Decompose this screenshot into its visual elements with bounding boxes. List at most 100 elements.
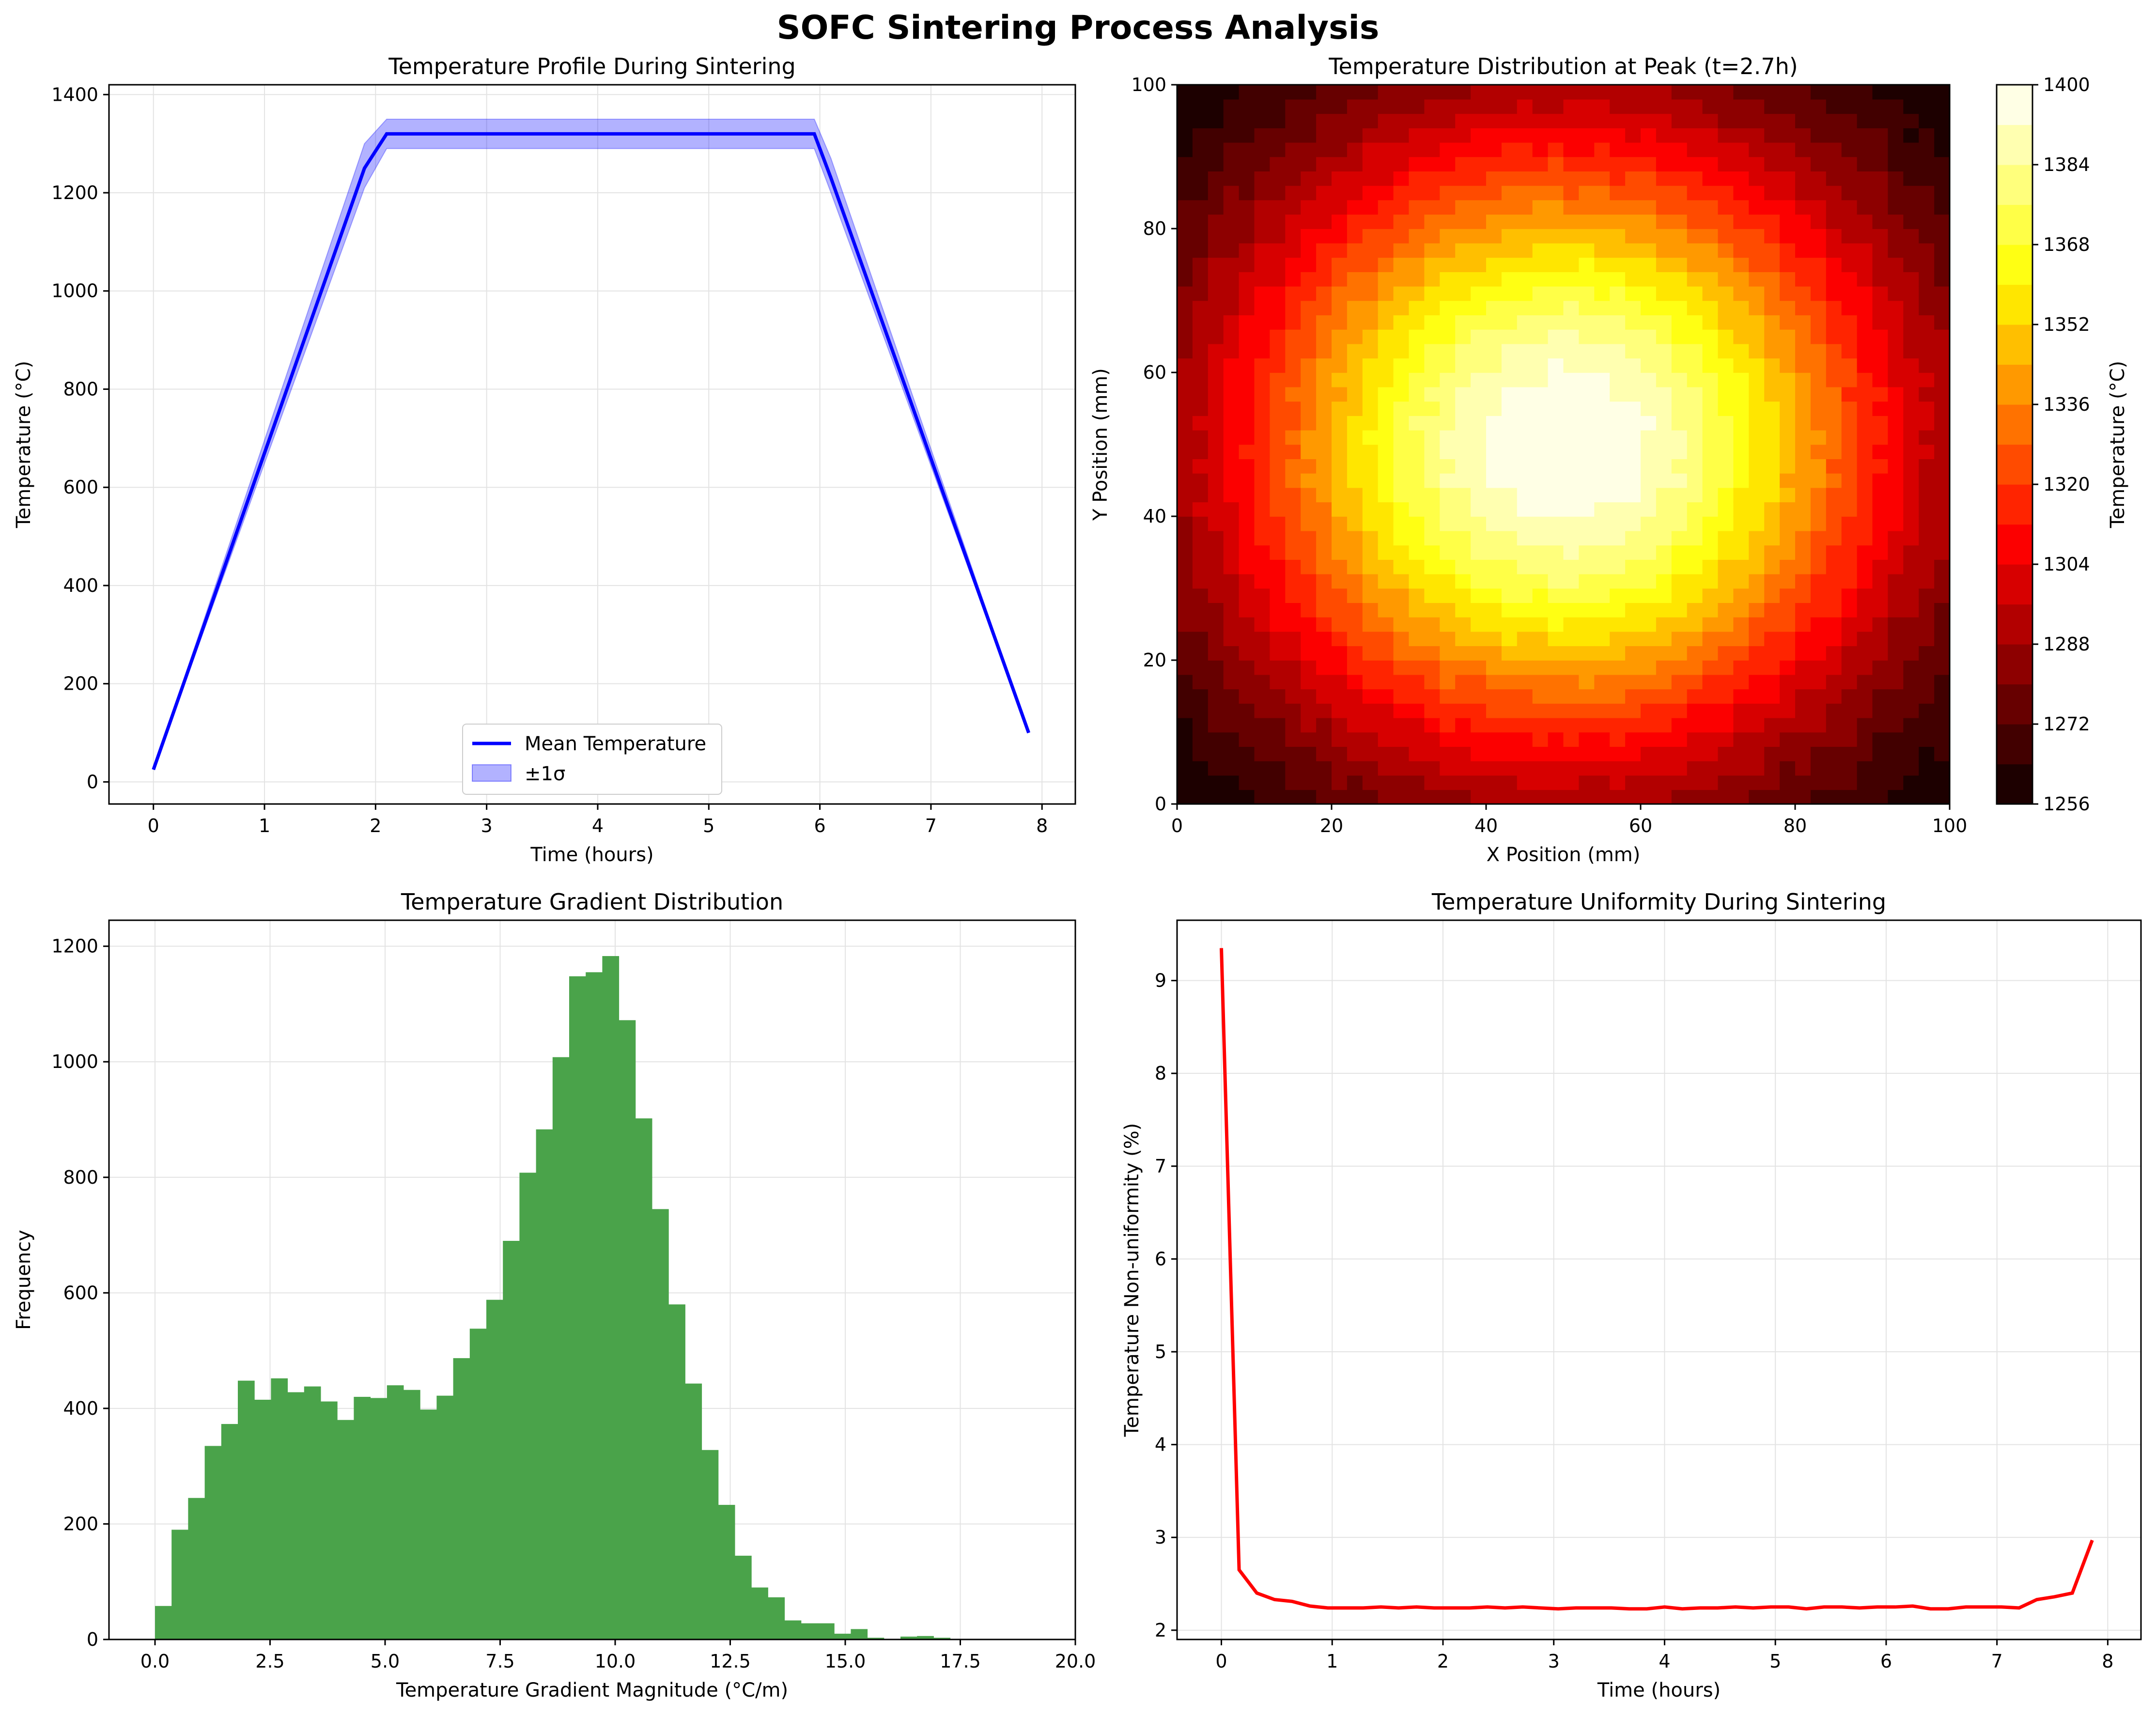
heatmap-cell (1857, 372, 1873, 387)
heatmap-cell (1301, 459, 1317, 474)
heatmap-cell (1934, 617, 1950, 632)
heatmap-cell (1177, 689, 1193, 704)
heatmap-cell (1393, 732, 1410, 747)
heatmap-cell (1780, 530, 1796, 546)
heatmap-cell (1362, 789, 1379, 804)
heatmap-cell (1270, 674, 1286, 690)
heatmap-cell (1795, 315, 1811, 330)
heatmap-cell (1301, 617, 1317, 632)
heatmap-cell (1347, 660, 1363, 675)
heatmap-cell (1810, 142, 1827, 157)
heatmap-cell (1919, 660, 1935, 675)
heatmap-cell (1254, 329, 1271, 344)
heatmap-cell (1239, 775, 1255, 790)
heatmap-cell (1718, 631, 1734, 647)
heatmap-cell (1610, 617, 1626, 632)
heatmap-cell (1749, 516, 1765, 531)
heatmap-cell (1378, 660, 1394, 675)
heatmap-cell (1192, 545, 1209, 560)
heatmap-cell (1579, 430, 1595, 445)
y-tick-label: 1400 (51, 84, 98, 105)
heatmap-cell (1378, 703, 1394, 718)
heatmap-cell (1641, 386, 1657, 402)
heatmap-cell (1934, 416, 1950, 431)
heatmap-cell (1332, 603, 1348, 618)
heatmap-cell (1826, 200, 1842, 215)
heatmap-cell (1332, 343, 1348, 359)
heatmap-cell (1579, 760, 1595, 776)
heatmap-cell (1409, 171, 1425, 186)
heatmap-cell (1301, 300, 1317, 315)
heatmap-cell (1177, 286, 1193, 301)
heatmap-cell (1486, 386, 1502, 402)
heatmap-cell (1223, 603, 1240, 618)
heatmap-cell (1548, 343, 1564, 359)
heatmap-cell (1532, 257, 1549, 272)
colorbar-segment (1997, 85, 2032, 125)
heatmap-cell (1455, 617, 1471, 632)
heatmap-cell (1764, 229, 1780, 244)
heatmap-cell (1841, 272, 1858, 287)
heatmap-cell (1780, 128, 1796, 143)
heatmap-cell (1641, 717, 1657, 733)
heatmap-cell (1625, 689, 1641, 704)
heatmap-cell (1656, 171, 1672, 186)
heatmap-cell (1347, 717, 1363, 733)
heatmap-cell (1393, 703, 1410, 718)
heatmap-cell (1517, 99, 1533, 114)
heatmap-cell (1671, 674, 1688, 690)
heatmap-cell (1285, 789, 1301, 804)
heatmap-cell (1872, 156, 1889, 171)
heatmap-cell (1192, 300, 1209, 315)
heatmap-cell (1177, 444, 1193, 459)
heatmap-cell (1795, 545, 1811, 560)
heatmap-cell (1687, 257, 1703, 272)
heatmap-cell (1810, 617, 1827, 632)
heatmap-cell (1919, 128, 1935, 143)
heatmap-cell (1810, 646, 1827, 661)
heatmap-cell (1718, 272, 1734, 287)
heatmap-cell (1764, 315, 1780, 330)
heatmap-cell (1841, 85, 1858, 100)
heatmap-cell (1440, 689, 1456, 704)
heatmap-cell (1594, 760, 1610, 776)
heatmap-cell (1780, 717, 1796, 733)
heatmap-cell (1378, 142, 1394, 157)
heatmap-cell (1393, 142, 1410, 157)
heatmap-cell (1239, 214, 1255, 229)
heatmap-cell (1610, 401, 1626, 416)
heatmap-cell (1301, 343, 1317, 359)
heatmap-cell (1671, 789, 1688, 804)
heatmap-cell (1239, 128, 1255, 143)
heatmap-cell (1579, 444, 1595, 459)
heatmap-cell (1702, 660, 1719, 675)
heatmap-cell (1687, 85, 1703, 100)
heatmap-cell (1702, 272, 1719, 287)
heatmap-cell (1517, 113, 1533, 128)
heatmap-cell (1362, 300, 1379, 315)
heatmap-cell (1517, 229, 1533, 244)
heatmap-cell (1347, 789, 1363, 804)
heatmap-cell (1223, 631, 1240, 647)
histogram-bar (586, 972, 603, 1639)
heatmap-cell (1888, 530, 1904, 546)
heatmap-cell (1625, 329, 1641, 344)
heatmap-cell (1254, 487, 1271, 503)
heatmap-cell (1285, 156, 1301, 171)
heatmap-cell (1656, 631, 1672, 647)
colorbar-tick-label: 1304 (2043, 554, 2090, 575)
heatmap-cell (1610, 372, 1626, 387)
heatmap-cell (1687, 243, 1703, 258)
heatmap-cell (1872, 243, 1889, 258)
heatmap-cell (1177, 473, 1193, 488)
heatmap-cell (1393, 631, 1410, 647)
heatmap-cell (1702, 243, 1719, 258)
heatmap-cell (1548, 243, 1564, 258)
heatmap-cell (1440, 717, 1456, 733)
heatmap-cell (1316, 200, 1332, 215)
heatmap-cell (1810, 185, 1827, 201)
heatmap-cell (1192, 746, 1209, 761)
heatmap-cell (1733, 358, 1750, 373)
heatmap-cell (1625, 401, 1641, 416)
heatmap-cell (1486, 315, 1502, 330)
